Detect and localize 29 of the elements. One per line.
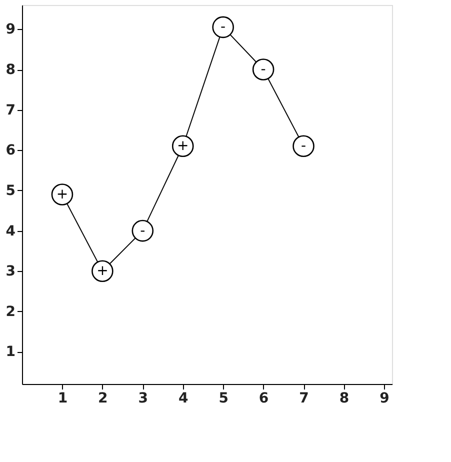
annotation: + bbox=[96, 263, 108, 280]
y-tick-label: 4 bbox=[6, 223, 16, 240]
annotation: - bbox=[220, 19, 226, 36]
x-tick-label: 2 bbox=[98, 390, 108, 406]
y-tick-label: 7 bbox=[6, 102, 16, 118]
x-tick-label: 8 bbox=[339, 390, 350, 406]
x-tick-label: 4 bbox=[178, 390, 188, 406]
point bbox=[252, 58, 274, 80]
x-tick-label: 5 bbox=[218, 390, 228, 406]
point bbox=[212, 16, 234, 38]
annotation: - bbox=[300, 138, 306, 154]
point bbox=[292, 135, 314, 157]
x-tick-label: 3 bbox=[138, 390, 148, 406]
annotation: + bbox=[177, 138, 189, 154]
x-tick-label: 9 bbox=[380, 390, 390, 406]
y-tick-label: 3 bbox=[6, 264, 16, 280]
x-tick-label: 1 bbox=[58, 390, 68, 406]
x-tick-label: 7 bbox=[299, 390, 309, 406]
y-tick-label: 5 bbox=[6, 182, 16, 199]
y-tick-label: 6 bbox=[6, 142, 16, 159]
y-tick-label: 9 bbox=[6, 22, 16, 38]
annotation: + bbox=[56, 186, 68, 202]
point bbox=[132, 220, 154, 242]
x-tick-label: 6 bbox=[258, 390, 269, 406]
y-tick-label: 1 bbox=[6, 344, 16, 360]
y-tick-label: 8 bbox=[6, 62, 16, 78]
annotation: - bbox=[140, 222, 146, 239]
y-tick-label: 2 bbox=[6, 304, 16, 320]
annotation: - bbox=[260, 62, 266, 78]
